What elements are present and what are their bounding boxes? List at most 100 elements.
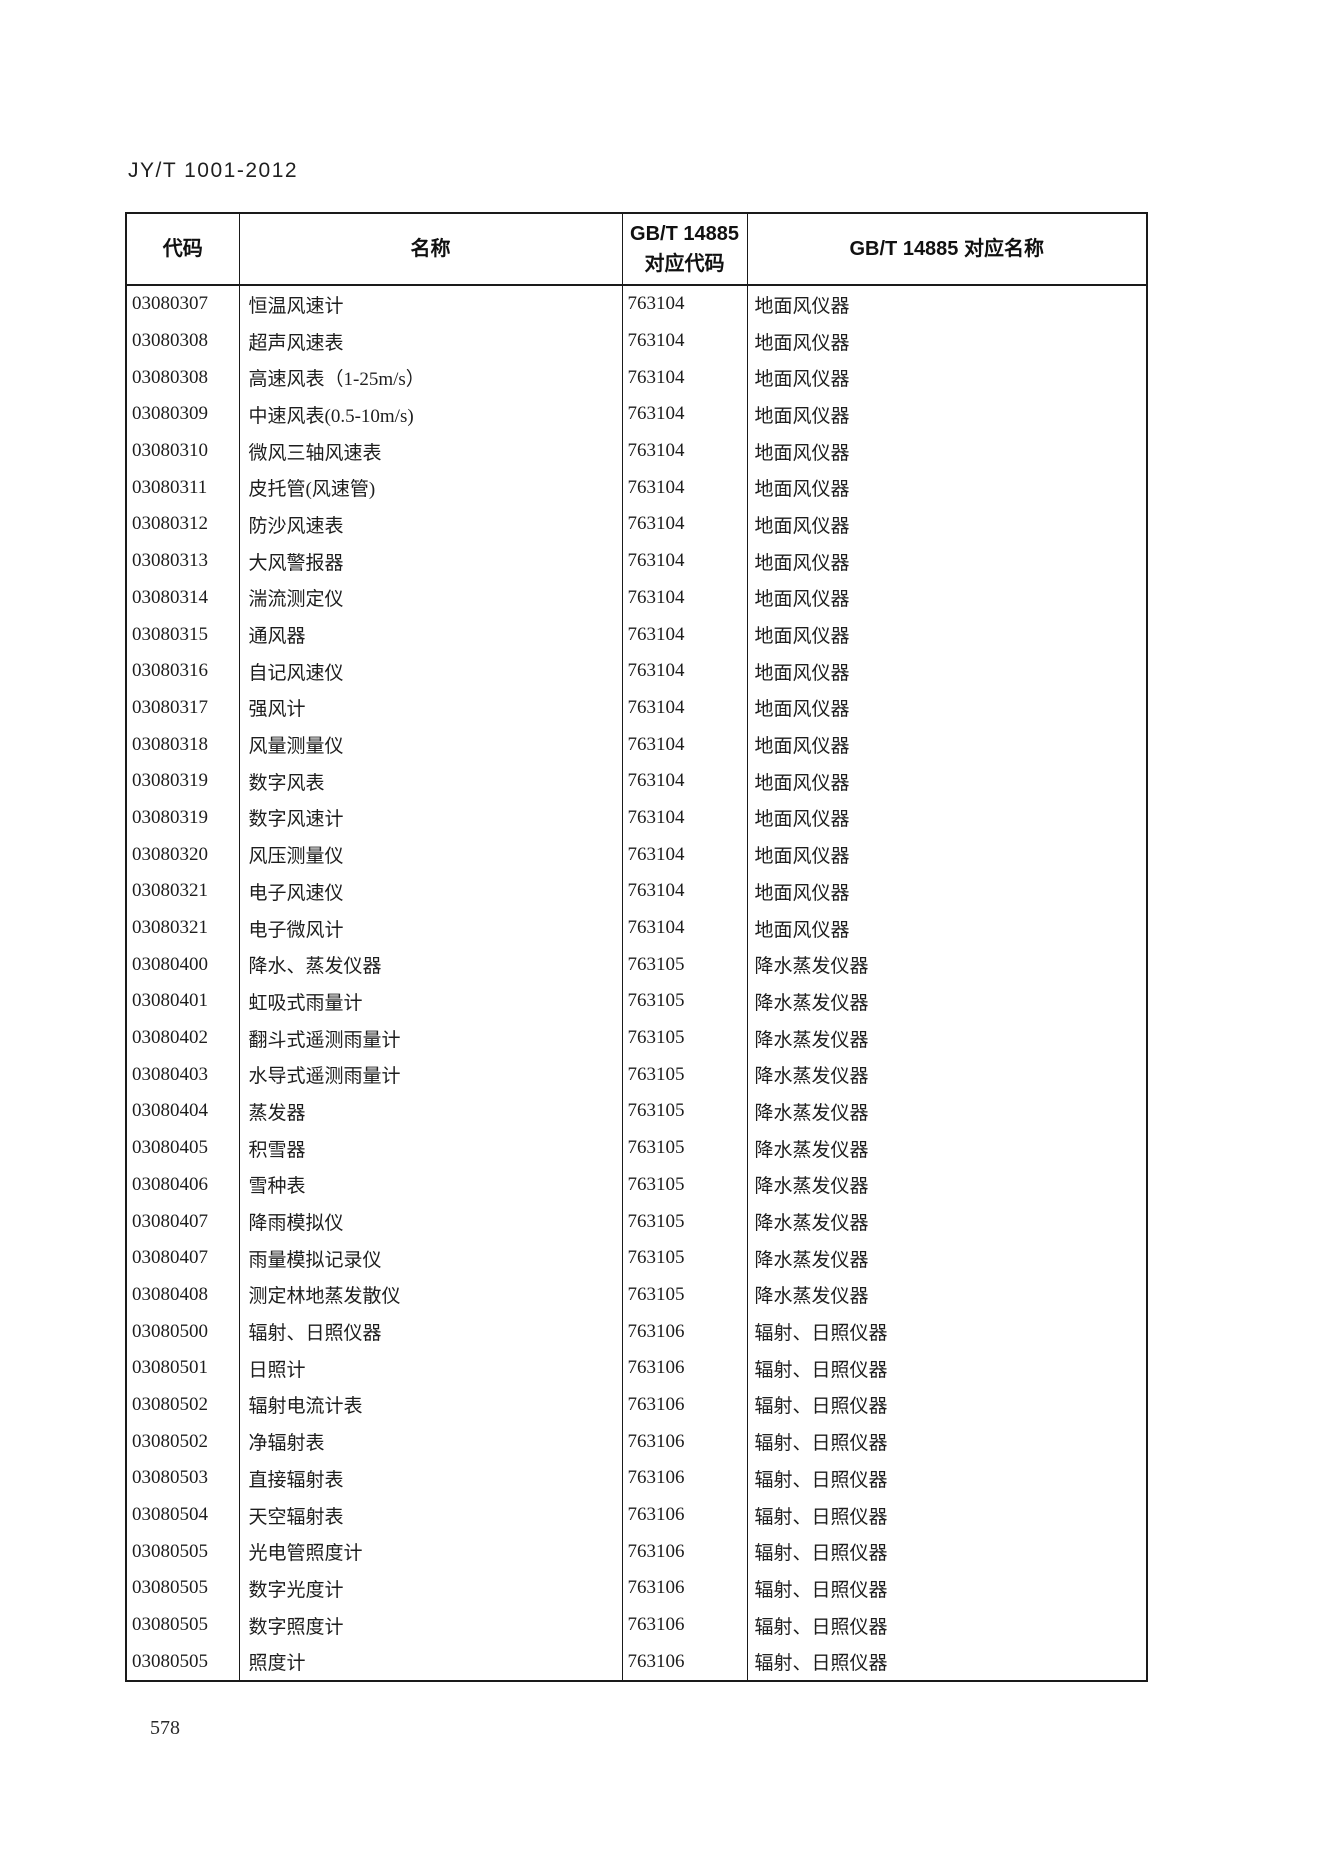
header-gbt-name-label: GB/T 14885 对应名称 [849,238,1044,260]
code-cell: 03080505 [125,1643,240,1682]
header-gbt-code-line1: GB/T 14885 [630,223,739,245]
code-cell: 03080408 [125,1276,240,1314]
header-gbt-code-line2: 对应代码 [644,253,725,275]
gbt-code-cell: 763104 [621,506,748,543]
name-cell: 直接辐射表 [238,1460,623,1497]
code-cell: 03080313 [125,542,240,580]
name-cell: 数字风速计 [238,799,623,837]
code-cell: 03080321 [125,873,240,910]
code-cell: 03080503 [125,1460,240,1497]
gbt-code-cell: 763106 [621,1606,748,1644]
table-row: 03080315 通风器 763104 地面风仪器 [125,616,1148,653]
gbt-name-cell: 地面风仪器 [746,579,1148,617]
gbt-name-cell: 地面风仪器 [746,726,1148,763]
gbt-code-cell: 763104 [621,616,748,653]
name-cell: 天空辐射表 [238,1496,623,1534]
code-cell: 03080402 [125,1019,240,1057]
gbt-code-cell: 763106 [621,1643,748,1682]
code-cell: 03080320 [125,836,240,873]
name-cell: 防沙风速表 [238,506,623,543]
table-row: 03080505 光电管照度计 763106 辐射、日照仪器 [125,1533,1148,1571]
code-cell: 03080317 [125,689,240,727]
code-cell: 03080319 [125,762,240,800]
code-cell: 03080309 [125,396,240,433]
name-cell: 通风器 [238,616,623,653]
gbt-code-cell: 763104 [621,836,748,873]
gbt-name-cell: 地面风仪器 [746,469,1148,507]
gbt-name-cell: 降水蒸发仪器 [746,1239,1148,1277]
code-cell: 03080401 [125,983,240,1020]
name-cell: 高速风表（1-25m/s） [238,359,623,397]
gbt-name-cell: 辐射、日照仪器 [746,1313,1148,1350]
gbt-name-cell: 地面风仪器 [746,396,1148,433]
name-cell: 中速风表(0.5-10m/s) [238,396,623,433]
header-gbt-code: GB/T 14885 对应代码 [621,212,748,286]
code-cell: 03080308 [125,359,240,397]
table-row: 03080316 自记风速仪 763104 地面风仪器 [125,652,1148,690]
gbt-code-cell: 763106 [621,1496,748,1534]
gbt-name-cell: 降水蒸发仪器 [746,983,1148,1020]
table-row: 03080319 数字风速计 763104 地面风仪器 [125,799,1148,837]
gbt-name-cell: 地面风仪器 [746,689,1148,727]
name-cell: 辐射电流计表 [238,1386,623,1424]
code-cell: 03080311 [125,469,240,507]
table-row: 03080317 强风计 763104 地面风仪器 [125,689,1148,727]
gbt-code-cell: 763104 [621,542,748,580]
table-row: 03080505 数字光度计 763106 辐射、日照仪器 [125,1570,1148,1607]
code-cell: 03080500 [125,1313,240,1350]
gbt-code-cell: 763105 [621,946,748,984]
name-cell: 光电管照度计 [238,1533,623,1571]
name-cell: 皮托管(风速管) [238,469,623,507]
table-row: 03080404 蒸发器 763105 降水蒸发仪器 [125,1093,1148,1130]
gbt-name-cell: 降水蒸发仪器 [746,1129,1148,1167]
table-row: 03080319 数字风表 763104 地面风仪器 [125,762,1148,800]
gbt-code-cell: 763105 [621,1203,748,1240]
code-cell: 03080404 [125,1093,240,1130]
name-cell: 蒸发器 [238,1093,623,1130]
table-row: 03080314 湍流测定仪 763104 地面风仪器 [125,579,1148,617]
gbt-name-cell: 降水蒸发仪器 [746,1056,1148,1094]
code-cell: 03080505 [125,1606,240,1644]
code-cell: 03080504 [125,1496,240,1534]
table-row: 03080502 净辐射表 763106 辐射、日照仪器 [125,1423,1148,1460]
gbt-name-cell: 降水蒸发仪器 [746,1019,1148,1057]
table-row: 03080500 辐射、日照仪器 763106 辐射、日照仪器 [125,1313,1148,1350]
gbt-code-cell: 763106 [621,1570,748,1607]
gbt-code-cell: 763105 [621,1056,748,1094]
gbt-code-cell: 763104 [621,873,748,910]
table-row: 03080321 电子风速仪 763104 地面风仪器 [125,873,1148,910]
code-cell: 03080318 [125,726,240,763]
gbt-code-cell: 763104 [621,396,748,433]
gbt-name-cell: 降水蒸发仪器 [746,946,1148,984]
code-cell: 03080501 [125,1349,240,1387]
gbt-name-cell: 辐射、日照仪器 [746,1423,1148,1460]
code-cell: 03080407 [125,1203,240,1240]
table-row: 03080321 电子微风计 763104 地面风仪器 [125,909,1148,947]
code-cell: 03080400 [125,946,240,984]
code-cell: 03080319 [125,799,240,837]
gbt-name-cell: 降水蒸发仪器 [746,1093,1148,1130]
code-cell: 03080505 [125,1533,240,1571]
table-row: 03080401 虹吸式雨量计 763105 降水蒸发仪器 [125,983,1148,1020]
table-row: 03080313 大风警报器 763104 地面风仪器 [125,542,1148,580]
gbt-code-cell: 763104 [621,909,748,947]
name-cell: 雨量模拟记录仪 [238,1239,623,1277]
code-cell: 03080502 [125,1423,240,1460]
gbt-code-cell: 763104 [621,322,748,360]
gbt-name-cell: 辐射、日照仪器 [746,1496,1148,1534]
table-row: 03080307 恒温风速计 763104 地面风仪器 [125,285,1148,323]
code-cell: 03080308 [125,322,240,360]
table-row: 03080403 水导式遥测雨量计 763105 降水蒸发仪器 [125,1056,1148,1094]
gbt-code-cell: 763105 [621,1239,748,1277]
name-cell: 风压测量仪 [238,836,623,873]
name-cell: 降雨模拟仪 [238,1203,623,1240]
code-cell: 03080405 [125,1129,240,1167]
gbt-name-cell: 降水蒸发仪器 [746,1203,1148,1240]
code-cell: 03080403 [125,1056,240,1094]
gbt-code-cell: 763106 [621,1349,748,1387]
table-row: 03080407 降雨模拟仪 763105 降水蒸发仪器 [125,1203,1148,1240]
code-cell: 03080407 [125,1239,240,1277]
gbt-name-cell: 地面风仪器 [746,836,1148,873]
header-name: 名称 [238,212,623,286]
